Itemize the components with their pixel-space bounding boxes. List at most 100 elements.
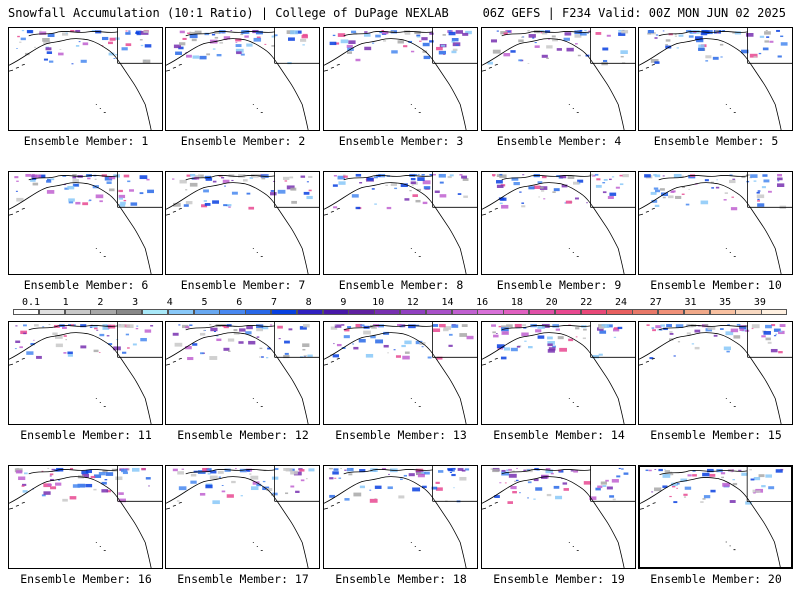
colorbar-swatch [735, 309, 762, 315]
snowfall-cell [88, 200, 91, 202]
snowfall-cell [709, 473, 716, 477]
colorbar-swatch [348, 309, 375, 315]
snowfall-cell [417, 174, 420, 176]
snowfall-cell [390, 182, 397, 187]
coastline [501, 30, 591, 37]
snowfall-cell [94, 178, 97, 180]
coastline [95, 542, 106, 551]
snowfall-cell [449, 174, 454, 177]
snowfall-cell [253, 37, 262, 42]
snowfall-cell [496, 344, 505, 349]
snowfall-cell [108, 176, 116, 180]
snowfall-cell [415, 340, 423, 345]
snowfall-cell [533, 478, 539, 482]
snowfall-cell [602, 191, 607, 194]
colorbar-swatch [296, 309, 324, 315]
snowfall-cell [355, 206, 361, 210]
snowfall-cell [47, 33, 55, 38]
colorbar-tick-label: 0.1 [21, 297, 41, 308]
colorbar-tick-label: 7 [270, 297, 278, 308]
snowfall-cell [675, 324, 684, 328]
snowfall-cell [233, 329, 238, 332]
snowfall-cell [687, 474, 692, 477]
snowfall-cell [209, 324, 212, 326]
snowfall-cell [45, 47, 52, 51]
snowfall-cell [128, 30, 131, 32]
snowfall-cell [654, 189, 661, 193]
snowfall-cell [50, 478, 54, 481]
snowfall-cell [330, 467, 333, 470]
snowfall-cell [504, 482, 507, 484]
snowfall-cell [539, 186, 548, 190]
snowfall-cell [185, 52, 188, 53]
snowfall-cell [732, 482, 738, 486]
snowfall-cell [408, 473, 415, 477]
snowfall-cell [290, 470, 298, 475]
coastline [659, 469, 748, 476]
snowfall-cell [216, 53, 222, 57]
snowfall-cell [16, 180, 19, 182]
coastline [185, 468, 275, 475]
snowfall-cell [26, 30, 34, 34]
snowfall-cell [498, 197, 505, 201]
snowfall-cell [23, 324, 27, 327]
snowfall-cell [506, 469, 509, 471]
snowfall-cell [70, 467, 74, 470]
snowfall-cell [72, 176, 77, 179]
snowfall-cell [738, 469, 742, 472]
snowfall-cell [684, 486, 692, 490]
snowfall-cell [741, 472, 748, 476]
snowfall-cell [338, 477, 342, 479]
snowfall-cell [496, 30, 499, 32]
snowfall-cell [508, 473, 517, 478]
snowfall-cell [231, 179, 234, 182]
ensemble-member-label: Ensemble Member: 11 [20, 428, 152, 442]
snowfall-cell [700, 501, 704, 503]
snowfall-cell [299, 326, 307, 330]
snowfall-cell [363, 330, 371, 335]
snowfall-cell [303, 191, 310, 195]
snowfall-cell [727, 324, 730, 326]
snowfall-cell [238, 174, 246, 178]
snowfall-cell [104, 479, 108, 481]
snowfall-cell [762, 47, 769, 51]
colorbar-swatch [64, 309, 91, 315]
snowfall-cell [499, 173, 503, 176]
colorbar-swatch [167, 309, 195, 315]
snowfall-cell [670, 191, 675, 193]
snowfall-cell [235, 48, 244, 53]
snowfall-cell [416, 34, 421, 37]
snowfall-cell [564, 32, 572, 36]
snowfall-cell [600, 481, 607, 485]
snowfall-cell [382, 31, 389, 35]
snowfall-cell [414, 30, 421, 35]
ensemble-member-label: Ensemble Member: 6 [23, 278, 149, 292]
snowfall-cell [289, 176, 294, 179]
snowfall-cell [664, 471, 673, 476]
snowfall-cell [550, 472, 554, 475]
snowfall-cell [758, 474, 765, 478]
snowfall-cell [22, 483, 27, 486]
snowfall-cell [329, 41, 337, 46]
snowfall-cell [359, 182, 363, 184]
snowfall-cell [457, 468, 464, 471]
snowfall-cell [547, 341, 555, 345]
snowfall-cell [436, 356, 443, 360]
snowfall-cell [271, 476, 279, 480]
snowfall-cell [213, 331, 216, 333]
snowfall-cell [435, 487, 443, 491]
snowfall-cell [688, 35, 694, 38]
snowfall-cell [452, 48, 458, 51]
snowfall-cell [302, 33, 308, 37]
snowfall-cell [452, 42, 461, 47]
snowfall-cell [375, 339, 384, 344]
snowfall-cell [106, 181, 112, 184]
coastline [166, 476, 309, 568]
snowfall-cell [492, 49, 501, 54]
snowfall-cell [395, 355, 401, 358]
snowfall-cell [375, 34, 381, 38]
colorbar-tick-label: 10 [372, 297, 385, 308]
snowfall-cell [655, 325, 662, 329]
snowfall-cell [762, 174, 768, 177]
snowfall-cell [730, 328, 739, 333]
